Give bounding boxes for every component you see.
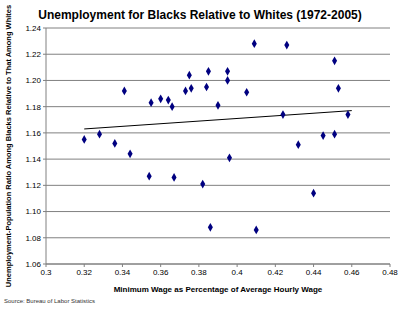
svg-text:0.38: 0.38	[191, 268, 207, 277]
svg-text:1.18: 1.18	[25, 103, 41, 112]
svg-text:0.42: 0.42	[268, 268, 284, 277]
svg-text:Minimum Wage as Percentage of: Minimum Wage as Percentage of Average Ho…	[114, 285, 323, 294]
svg-text:0.32: 0.32	[76, 268, 92, 277]
svg-text:0.4: 0.4	[232, 268, 244, 277]
svg-text:Unemployment-Population Ratio: Unemployment-Population Ratio Among Blac…	[8, 5, 13, 287]
svg-text:1.14: 1.14	[25, 155, 41, 164]
html-text:Unemployment for Blacks Relati: Unemployment for Blacks Relative to Whit…	[38, 8, 362, 22]
svg-text:0.34: 0.34	[115, 268, 131, 277]
svg-text:0.48: 0.48	[382, 268, 392, 277]
svg-text:1.06: 1.06	[25, 260, 41, 269]
svg-text:0.36: 0.36	[153, 268, 169, 277]
svg-text:0.3: 0.3	[40, 268, 52, 277]
svg-text:0.44: 0.44	[306, 268, 322, 277]
svg-text:1.12: 1.12	[25, 181, 41, 190]
svg-text:1.20: 1.20	[25, 76, 41, 85]
svg-text:1.10: 1.10	[25, 207, 41, 216]
svg-text:1.22: 1.22	[25, 50, 41, 59]
svg-text:0.46: 0.46	[344, 268, 360, 277]
svg-text:1.16: 1.16	[25, 129, 41, 138]
svg-text:1.08: 1.08	[25, 234, 41, 243]
svg-text:1.24: 1.24	[25, 24, 41, 33]
html-text:Source: Bureau of Labor Statis: Source: Bureau of Labor Statistics	[4, 298, 96, 304]
